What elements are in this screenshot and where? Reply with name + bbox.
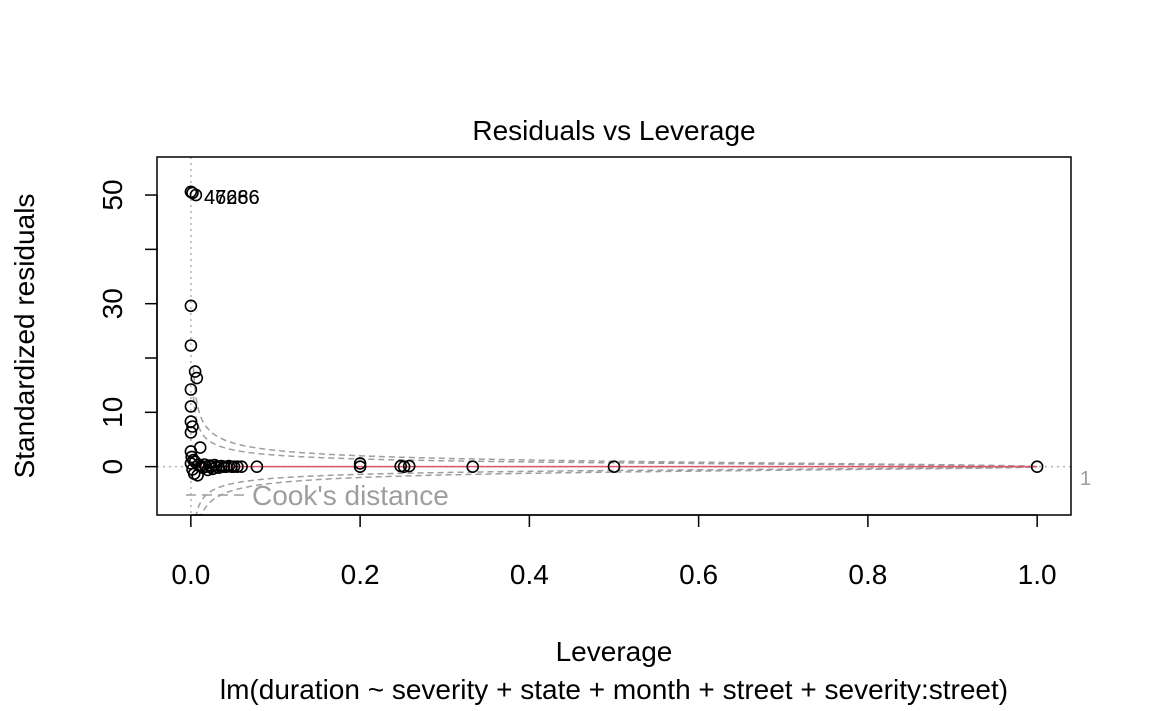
data-point <box>227 460 241 474</box>
data-point <box>1030 460 1044 474</box>
y-axis-label: Standardized residuals <box>9 194 40 479</box>
y-axis: 0 10 30 50 <box>97 179 158 475</box>
data-point <box>190 371 204 385</box>
data-point <box>184 339 198 352</box>
data-point <box>189 188 203 202</box>
x-tick-label: 0.2 <box>341 559 380 590</box>
x-axis-label: Leverage <box>556 636 673 667</box>
data-point <box>353 457 367 470</box>
model-formula-subtitle: lm(duration ~ severity + state + month +… <box>220 674 1008 705</box>
cooks-curve-1-upper <box>192 367 1038 468</box>
y-tick-label: 30 <box>97 288 128 319</box>
y-tick-label: 10 <box>97 397 128 428</box>
data-point <box>186 420 199 433</box>
x-tick-label: 0.4 <box>510 559 549 590</box>
y-tick-label: 0 <box>97 459 128 475</box>
y-tick-label: 50 <box>97 179 128 210</box>
data-point <box>188 365 202 378</box>
data-point <box>184 400 198 413</box>
x-tick-label: 1.0 <box>1018 559 1057 590</box>
data-point <box>397 460 411 474</box>
x-tick-label: 0.8 <box>848 559 887 590</box>
cooks-distance-legend: Cook's distance <box>186 480 449 511</box>
x-axis: 0.0 0.2 0.4 0.6 0.8 1.0 <box>171 514 1057 590</box>
data-point <box>235 460 248 474</box>
data-point <box>607 460 621 474</box>
data-point <box>402 459 416 473</box>
data-point <box>184 299 198 313</box>
data-point <box>353 460 367 474</box>
data-point <box>184 445 198 458</box>
data-point <box>184 383 198 396</box>
data-point <box>250 460 264 474</box>
point-label: 47266 <box>204 187 260 209</box>
data-point <box>184 426 198 439</box>
cooks-curve-0.5-upper <box>192 396 1038 468</box>
x-tick-label: 0.6 <box>679 559 718 590</box>
point-label: 46686 <box>204 187 260 209</box>
chart-title: Residuals vs Leverage <box>472 115 755 146</box>
data-point <box>231 460 244 474</box>
cooks-contour-label: 1 <box>1080 468 1091 490</box>
cooks-legend-label: Cook's distance <box>252 480 449 511</box>
x-tick-label: 0.0 <box>171 559 210 590</box>
data-points <box>184 185 1044 482</box>
data-point <box>466 460 480 474</box>
